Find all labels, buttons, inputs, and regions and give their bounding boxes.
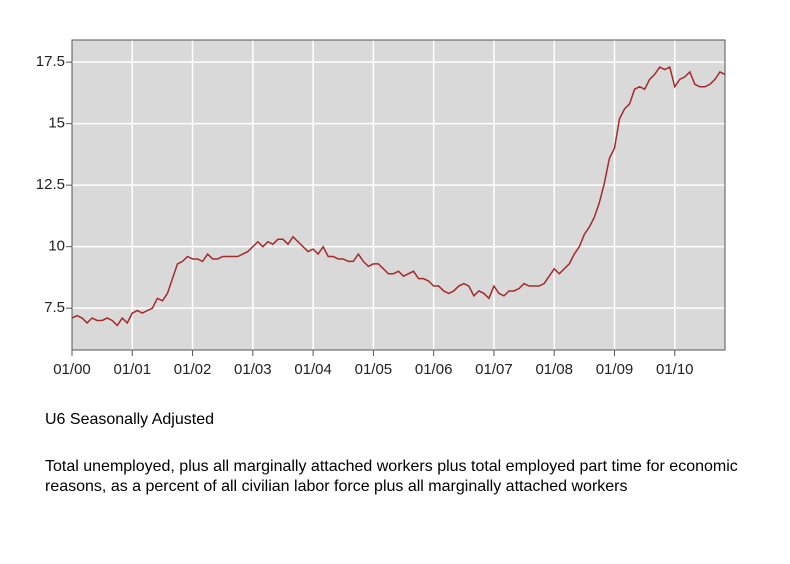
x-tick-label: 01/07 bbox=[475, 361, 513, 378]
chart-title: U6 Seasonally Adjusted bbox=[45, 411, 214, 428]
x-tick-label: 01/05 bbox=[355, 361, 393, 378]
x-tick-label: 01/01 bbox=[114, 361, 152, 378]
y-tick-label: 10 bbox=[48, 238, 65, 255]
x-tick-label: 01/04 bbox=[294, 361, 332, 378]
x-tick-label: 01/08 bbox=[535, 361, 573, 378]
chart: 7.5 10 12.5 15 17.5 01/00 01/01 01/02 01/03 01/04… bbox=[36, 39, 726, 378]
x-tick-label: 01/02 bbox=[174, 361, 212, 378]
x-tick-label: 01/09 bbox=[596, 361, 634, 378]
data-line bbox=[71, 65, 726, 327]
y-tick-label: 15 bbox=[48, 115, 65, 132]
y-tick-label: 12.5 bbox=[36, 176, 65, 193]
y-tick-label: 7.5 bbox=[44, 299, 65, 316]
y-tick-label: 17.5 bbox=[36, 53, 65, 70]
plot-area bbox=[71, 39, 726, 351]
chart-subtitle: Total unemployed, plus all marginally at… bbox=[45, 458, 738, 495]
x-tick-label: 01/10 bbox=[656, 361, 694, 378]
x-tick-label: 01/03 bbox=[234, 361, 272, 378]
x-tick-label: 01/06 bbox=[415, 361, 453, 378]
x-tick-label: 01/00 bbox=[53, 361, 91, 378]
plot-border bbox=[71, 39, 726, 351]
